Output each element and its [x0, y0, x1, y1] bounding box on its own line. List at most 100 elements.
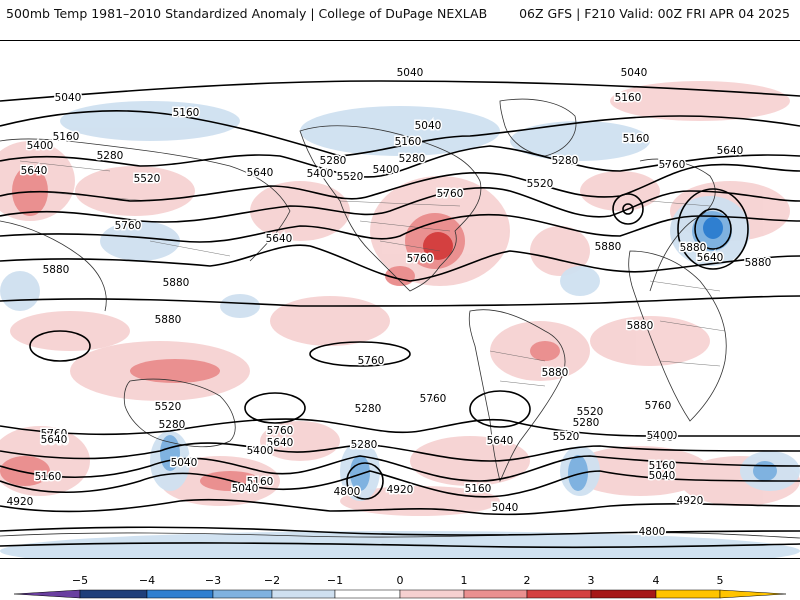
colorbar-tick-label: 3 — [588, 574, 595, 587]
map-title: 500mb Temp 1981–2010 Standardized Anomal… — [6, 6, 488, 21]
contour-label: 5520 — [134, 173, 161, 185]
contour-label: 5520 — [553, 431, 580, 443]
anomaly-map: 5040 5040 5040 5160 5160 5040 5160 5160 5400 5280… — [0, 40, 800, 559]
colorbar-segment — [655, 589, 721, 599]
contour-label: 4920 — [7, 496, 34, 508]
contour-label: 5400 — [373, 164, 400, 176]
colorbar-segment — [590, 589, 657, 599]
contour-label: 5760 — [115, 220, 142, 232]
colorbar-tick-label: −4 — [139, 574, 155, 587]
contour-label: 5640 — [41, 434, 68, 446]
contour-label: 5880 — [680, 242, 707, 254]
colorbar-tick-label: −1 — [327, 574, 343, 587]
model-run-info: 06Z GFS | F210 Valid: 00Z FRI APR 04 202… — [519, 6, 790, 21]
contour-label: 5160 — [173, 107, 200, 119]
contour-label: 5400 — [27, 140, 54, 152]
contour-label: 5280 — [552, 155, 579, 167]
contour-label: 5640 — [267, 437, 294, 449]
contour-label: 5040 — [55, 92, 82, 104]
colorbar-tick-label: 5 — [717, 574, 724, 587]
colorbar-tick-label: −2 — [264, 574, 280, 587]
contour-label: 4800 — [334, 486, 361, 498]
colorbar-segment — [13, 589, 81, 599]
colorbar-canvas: −5 −4 −3 −2 −1 0 1 2 3 4 5 — [13, 574, 787, 599]
contour-label: 5640 — [247, 167, 274, 179]
contour-label: 5400 — [647, 432, 674, 444]
contour-label: 5040 — [397, 67, 424, 79]
contour-label: 5280 — [159, 419, 186, 431]
contour-label: 5040 — [649, 470, 676, 482]
extreme-positive-anomaly — [423, 232, 453, 260]
contour-label: 5280 — [399, 153, 426, 165]
contour-label: 5880 — [627, 320, 654, 332]
colorbar-segment — [399, 589, 465, 599]
contour-label: 5880 — [155, 314, 182, 326]
colorbar-tick-label: −5 — [72, 574, 88, 587]
contour-label: 5880 — [43, 264, 70, 276]
colorbar-segment — [79, 589, 148, 599]
colorbar-segment — [719, 589, 787, 599]
height-contours — [0, 80, 800, 549]
contour-label: 5400 — [307, 168, 334, 180]
contour-label: 5760 — [420, 393, 447, 405]
contour-label: 4920 — [387, 484, 414, 496]
contour-label: 5520 — [337, 171, 364, 183]
contour-label: 5040 — [415, 120, 442, 132]
contour-label: 5640 — [717, 145, 744, 157]
contour-label: 5520 — [577, 406, 604, 418]
contour-label: 4800 — [639, 526, 666, 538]
contour-label: 5760 — [645, 400, 672, 412]
contour-label: 5280 — [320, 155, 347, 167]
extreme-negative-anomaly — [703, 217, 723, 239]
colorbar-segment — [526, 589, 592, 599]
contour-label: 5280 — [97, 150, 124, 162]
contour-label: 5160 — [465, 483, 492, 495]
contour-label: 5760 — [595, 240, 622, 252]
contour-label: 5880 — [421, 392, 448, 404]
contour-label: 5760 — [358, 355, 385, 367]
contour-label: 5640 — [487, 435, 514, 447]
contour-label: 5880 — [745, 257, 772, 269]
contour-label: 5400 — [651, 430, 678, 442]
colorbar-tick-label: 0 — [397, 574, 404, 587]
contour-label: 5640 — [266, 233, 293, 245]
contour-label: 5280 — [355, 403, 382, 415]
colorbar-segment — [146, 589, 214, 599]
contour-label: 5760 — [41, 428, 68, 440]
contour-label: 5640 — [42, 435, 69, 447]
colorbar-tick-label: 1 — [461, 574, 468, 587]
colorbar-tick-label: 2 — [524, 574, 531, 587]
contour-label: 5280 — [351, 439, 378, 451]
colorbar: −5 −4 −3 −2 −1 0 1 2 3 4 5 — [0, 560, 800, 600]
colorbar-tick-label: −3 — [205, 574, 221, 587]
contour-label: 5640 — [697, 252, 724, 264]
contour-label: 5160 — [35, 471, 62, 483]
contour-label: 4920 — [677, 495, 704, 507]
colorbar-tick-label: 4 — [653, 574, 660, 587]
contour-label: 5160 — [615, 92, 642, 104]
contour-label: 5160 — [649, 460, 676, 472]
contour-label: 5760 — [659, 159, 686, 171]
contour-label: 5040 — [171, 457, 198, 469]
contour-label: 5400 — [247, 445, 274, 457]
contour-label: 5760 — [437, 188, 464, 200]
contour-label: 5760 — [407, 253, 434, 265]
colorbar-segment — [212, 589, 273, 599]
contour-label: 5160 — [53, 131, 80, 143]
contour-label: 5160 — [395, 136, 422, 148]
colorbar-segment — [463, 589, 528, 599]
colorbar-segment — [334, 589, 401, 599]
contour-label: 5880 — [163, 277, 190, 289]
contour-label: 5040 — [492, 502, 519, 514]
contour-label: 5640 — [21, 165, 48, 177]
contour-label: 5160 — [247, 476, 274, 488]
contour-label: 5880 — [595, 241, 622, 253]
contour-label: 5160 — [623, 133, 650, 145]
contour-label: 5280 — [573, 417, 600, 429]
contour-label: 5400 — [647, 430, 674, 442]
contour-label: 5040 — [621, 67, 648, 79]
contour-label: 5040 — [232, 483, 259, 495]
contour-label: 5760 — [267, 425, 294, 437]
colorbar-segment — [271, 589, 336, 599]
